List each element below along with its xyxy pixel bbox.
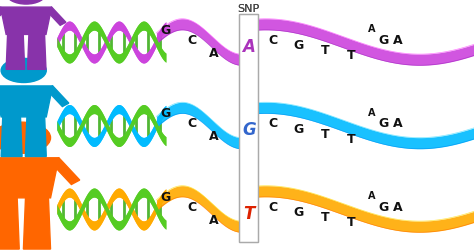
Text: G: G bbox=[293, 205, 304, 218]
Text: C: C bbox=[268, 200, 277, 213]
Text: A: A bbox=[209, 130, 218, 143]
Text: C: C bbox=[268, 34, 277, 47]
Text: SNP: SNP bbox=[238, 4, 260, 14]
Text: C: C bbox=[187, 200, 197, 213]
Polygon shape bbox=[6, 35, 25, 70]
Text: T: T bbox=[346, 215, 355, 228]
Bar bbox=[239, 15, 258, 242]
Polygon shape bbox=[0, 158, 59, 198]
Text: G: G bbox=[161, 107, 171, 120]
Text: A: A bbox=[209, 213, 218, 226]
Polygon shape bbox=[23, 198, 51, 249]
Text: SNP: SNP bbox=[238, 4, 260, 14]
Polygon shape bbox=[0, 87, 1, 107]
Polygon shape bbox=[46, 8, 66, 26]
Text: C: C bbox=[268, 117, 277, 130]
Text: A: A bbox=[368, 24, 376, 34]
Text: T: T bbox=[346, 49, 355, 62]
Polygon shape bbox=[1, 117, 22, 157]
Text: A: A bbox=[368, 107, 376, 117]
Text: A: A bbox=[242, 38, 255, 56]
Text: T: T bbox=[320, 210, 329, 223]
Bar bbox=[239, 15, 258, 242]
Text: A: A bbox=[393, 34, 403, 47]
Text: T: T bbox=[320, 44, 329, 57]
Circle shape bbox=[1, 59, 46, 83]
Text: G: G bbox=[379, 34, 389, 47]
Polygon shape bbox=[0, 8, 52, 35]
Text: T: T bbox=[346, 132, 355, 145]
Text: G: G bbox=[379, 117, 389, 130]
Text: A: A bbox=[209, 46, 218, 59]
Text: A: A bbox=[368, 190, 376, 200]
Polygon shape bbox=[51, 158, 80, 185]
Polygon shape bbox=[27, 35, 46, 70]
Text: G: G bbox=[161, 190, 171, 203]
Text: T: T bbox=[320, 127, 329, 140]
Polygon shape bbox=[25, 117, 46, 157]
Text: G: G bbox=[293, 39, 304, 52]
Text: C: C bbox=[187, 117, 197, 130]
Circle shape bbox=[6, 0, 46, 5]
Text: A: A bbox=[393, 200, 403, 213]
Text: G: G bbox=[379, 200, 389, 213]
Text: G: G bbox=[161, 24, 171, 37]
Polygon shape bbox=[0, 8, 6, 26]
Text: A: A bbox=[393, 117, 403, 130]
Polygon shape bbox=[0, 87, 53, 117]
Circle shape bbox=[0, 123, 51, 154]
Polygon shape bbox=[46, 87, 69, 107]
Text: G: G bbox=[293, 122, 304, 135]
Polygon shape bbox=[0, 198, 19, 249]
Text: C: C bbox=[187, 34, 197, 47]
Text: T: T bbox=[243, 204, 255, 222]
Text: G: G bbox=[242, 121, 255, 139]
